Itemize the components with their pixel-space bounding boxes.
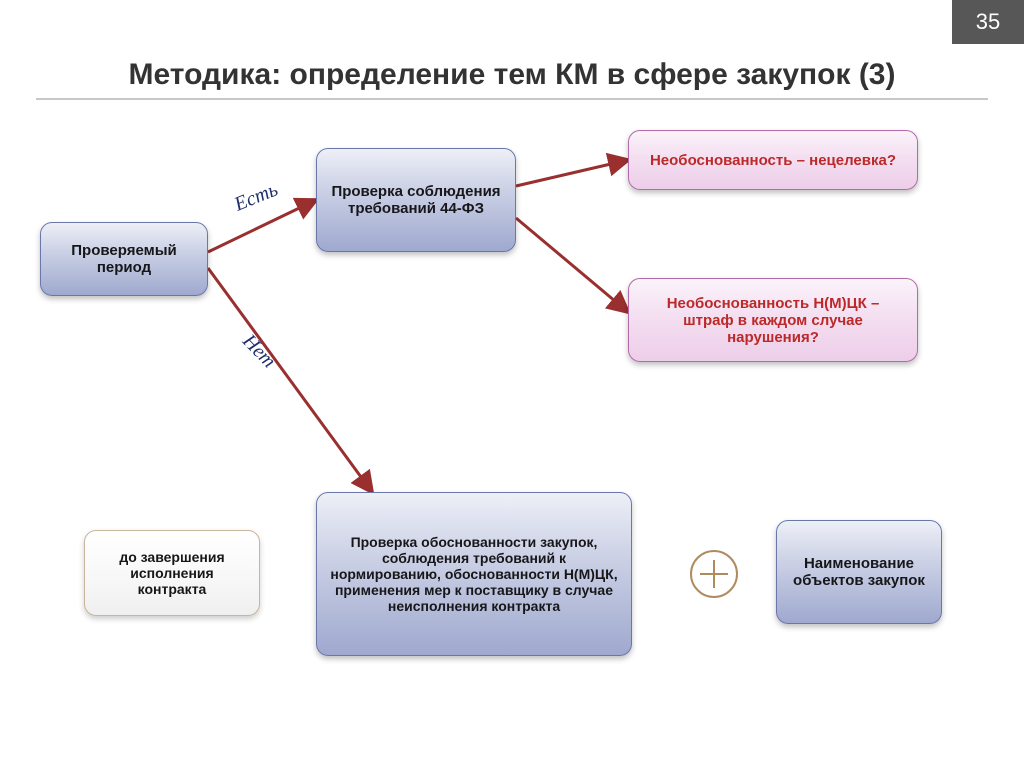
arrow-period-to-check44 <box>208 200 316 252</box>
node-bigcheck: Проверка обоснованности закупок, соблюде… <box>316 492 632 656</box>
node-penalty-label: Необоснованность Н(М)ЦК – штраф в каждом… <box>641 295 905 346</box>
edge-label-no: Нет <box>237 330 280 373</box>
plus-icon <box>690 550 738 598</box>
node-unreason-label: Необоснованность – нецелевка? <box>650 152 896 169</box>
slide-title: Методика: определение тем КМ в сфере зак… <box>0 58 1024 92</box>
node-bigcheck-label: Проверка обоснованности закупок, соблюде… <box>329 534 619 614</box>
node-unreason: Необоснованность – нецелевка? <box>628 130 918 190</box>
node-period-label: Проверяемый период <box>53 242 195 276</box>
node-check44: Проверка соблюдения требований 44-ФЗ <box>316 148 516 252</box>
node-check44-label: Проверка соблюдения требований 44-ФЗ <box>329 183 503 217</box>
node-contract-label: до завершения исполнения контракта <box>97 549 247 597</box>
node-penalty: Необоснованность Н(М)ЦК – штраф в каждом… <box>628 278 918 362</box>
page-number: 35 <box>976 9 1000 35</box>
node-contract: до завершения исполнения контракта <box>84 530 260 616</box>
edge-label-yes: Есть <box>231 178 281 216</box>
slide: 35 Методика: определение тем КМ в сфере … <box>0 0 1024 768</box>
page-number-badge: 35 <box>952 0 1024 44</box>
node-objects: Наименование объектов закупок <box>776 520 942 624</box>
arrow-check44-to-penalty <box>516 218 628 312</box>
title-underline <box>36 98 988 100</box>
arrow-period-to-bigcheck <box>208 268 372 492</box>
node-objects-label: Наименование объектов закупок <box>789 555 929 589</box>
node-period: Проверяемый период <box>40 222 208 296</box>
arrow-check44-to-unreason <box>516 160 628 186</box>
